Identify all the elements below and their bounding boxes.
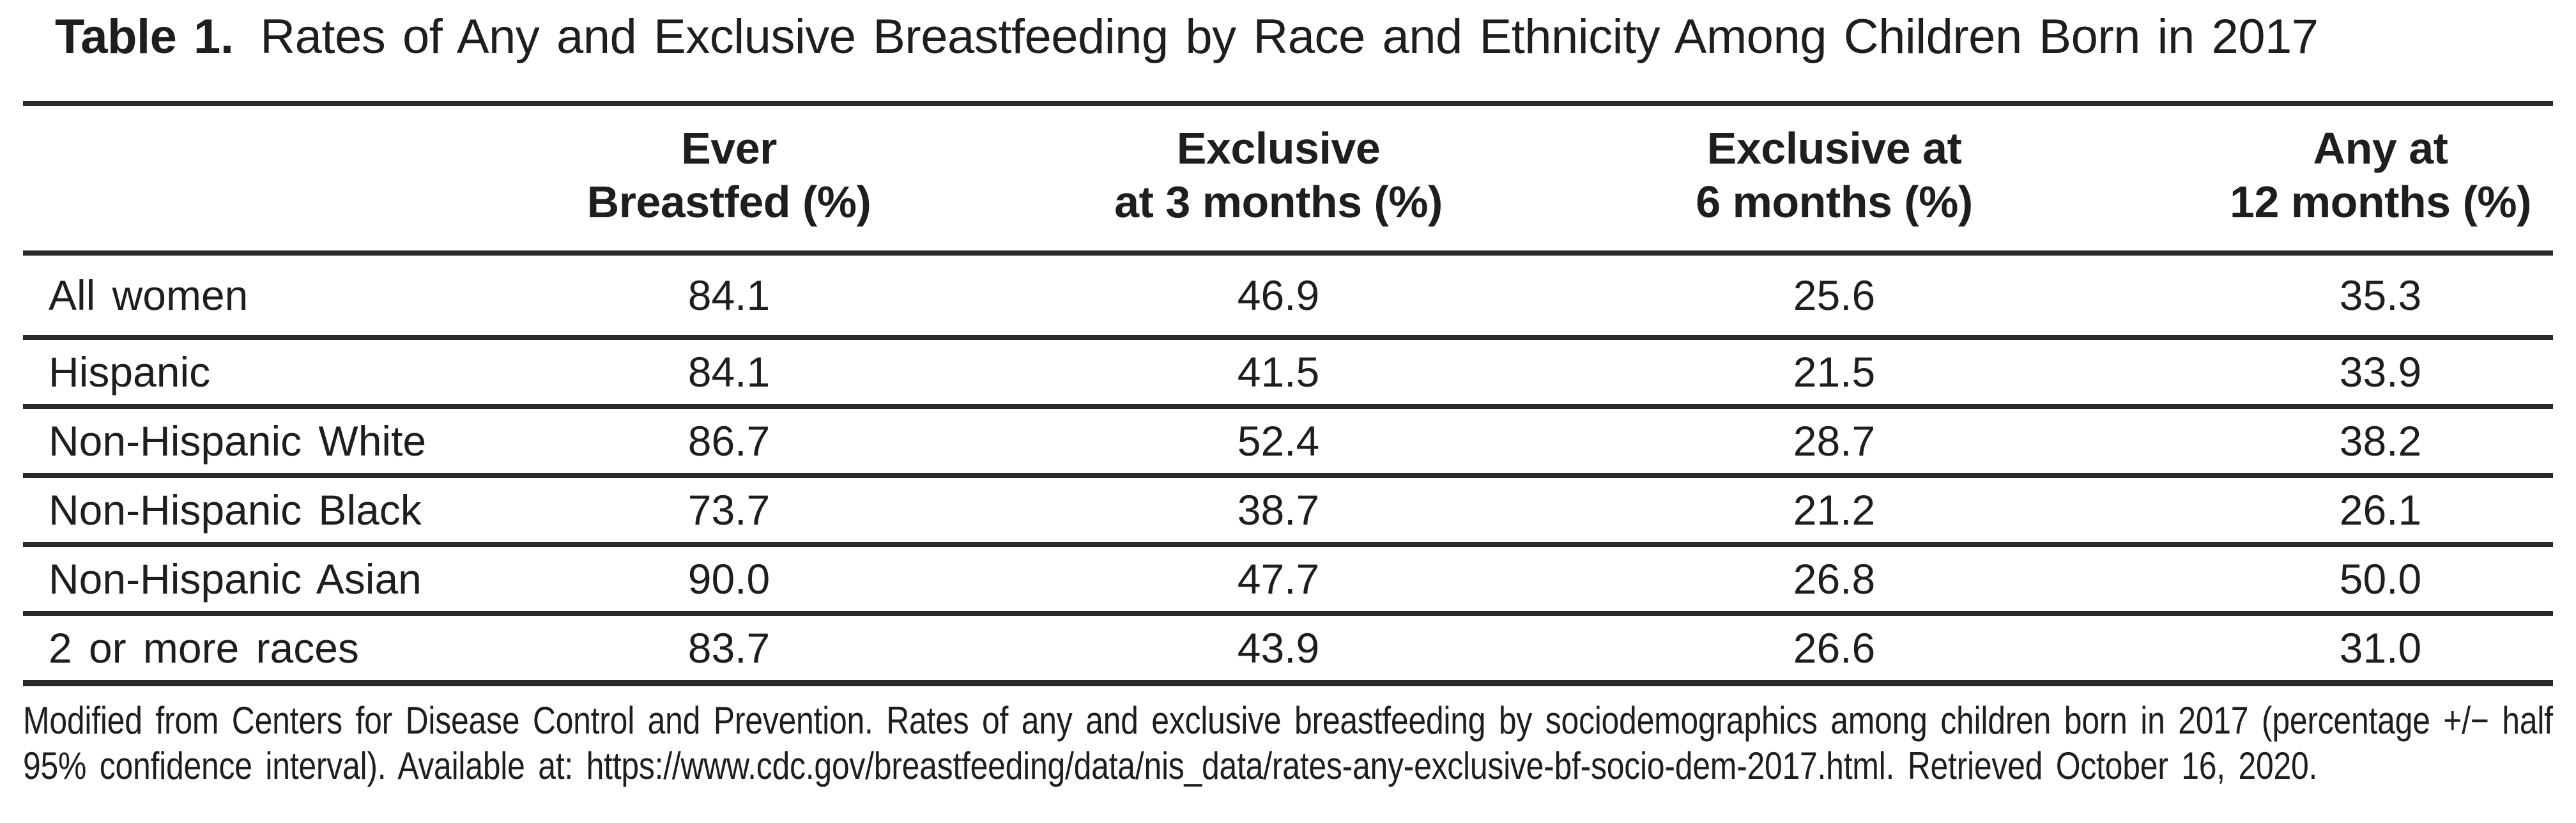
cell-value: 35.3 [2339, 272, 2422, 319]
bottom-rule-divider [23, 680, 2553, 686]
row-rule-divider [23, 473, 2553, 478]
footnote-line-2: 95% confidence interval). Available at: … [23, 744, 2318, 787]
cell-value: 38.7 [1237, 486, 1320, 534]
cell-value: 33.9 [2339, 348, 2422, 396]
table-number-label: Table 1. [55, 10, 234, 64]
cell-value: 52.4 [1237, 417, 1320, 465]
cell-value: 90.0 [687, 555, 770, 603]
cell-value: 31.0 [2339, 624, 2422, 672]
table-row: All women 84.1 46.9 25.6 35.3 [23, 256, 2553, 335]
cell-value: 73.7 [687, 486, 770, 534]
page-title: Table 1. Rates of Any and Exclusive Breas… [55, 9, 2553, 65]
cell-value: 43.9 [1237, 624, 1320, 672]
cell-value: 21.2 [1793, 486, 1876, 534]
cell-value: 25.6 [1793, 272, 1876, 319]
table-figure: Table 1. Rates of Any and Exclusive Breas… [0, 9, 2576, 823]
column-header-exclusive-6-months: Exclusive at 6 months (%) [1696, 123, 1973, 227]
cell-value: 84.1 [687, 348, 770, 396]
cell-value: 21.5 [1793, 348, 1876, 396]
header-rule-divider [23, 250, 2553, 256]
row-label: All women [49, 272, 249, 319]
row-rule-divider [23, 335, 2553, 340]
row-label: Non-Hispanic Black [49, 486, 422, 534]
row-rule-divider [23, 404, 2553, 409]
cell-value: 38.2 [2339, 417, 2422, 465]
row-label: 2 or more races [49, 624, 359, 672]
column-header-ever-breastfed: Ever Breastfed (%) [586, 123, 871, 227]
table-title-text: Rates of Any and Exclusive Breastfeeding… [260, 10, 2319, 64]
table-row: Non-Hispanic Asian 90.0 47.7 26.8 50.0 [23, 547, 2553, 611]
cell-value: 50.0 [2339, 555, 2422, 603]
cell-value: 26.1 [2339, 486, 2422, 534]
table-row: Non-Hispanic White 86.7 52.4 28.7 38.2 [23, 409, 2553, 473]
cell-value: 41.5 [1237, 348, 1320, 396]
cell-value: 46.9 [1237, 272, 1320, 319]
table-row: 2 or more races 83.7 43.9 26.6 31.0 [23, 616, 2553, 680]
cell-value: 28.7 [1793, 417, 1876, 465]
cell-value: 83.7 [687, 624, 770, 672]
cell-value: 26.6 [1793, 624, 1876, 672]
table-footnote: Modified from Centers for Disease Contro… [23, 698, 2553, 788]
row-rule-divider [23, 611, 2553, 616]
cell-value: 26.8 [1793, 555, 1876, 603]
table-row: Hispanic 84.1 41.5 21.5 33.9 [23, 340, 2553, 404]
column-header-any-12-months: Any at 12 months (%) [2230, 123, 2531, 227]
row-rule-divider [23, 542, 2553, 547]
cell-value: 86.7 [687, 417, 770, 465]
row-label: Non-Hispanic White [49, 417, 427, 465]
top-rule-divider [23, 101, 2553, 106]
cell-value: 84.1 [687, 272, 770, 319]
table-header-row: Ever Breastfed (%) Exclusive at 3 months… [23, 106, 2553, 250]
row-label: Hispanic [49, 348, 211, 396]
row-label: Non-Hispanic Asian [49, 555, 422, 603]
footnote-line-1: Modified from Centers for Disease Contro… [23, 699, 2553, 742]
table-row: Non-Hispanic Black 73.7 38.7 21.2 26.1 [23, 478, 2553, 542]
column-header-exclusive-3-months: Exclusive at 3 months (%) [1114, 123, 1443, 227]
cell-value: 47.7 [1237, 555, 1320, 603]
